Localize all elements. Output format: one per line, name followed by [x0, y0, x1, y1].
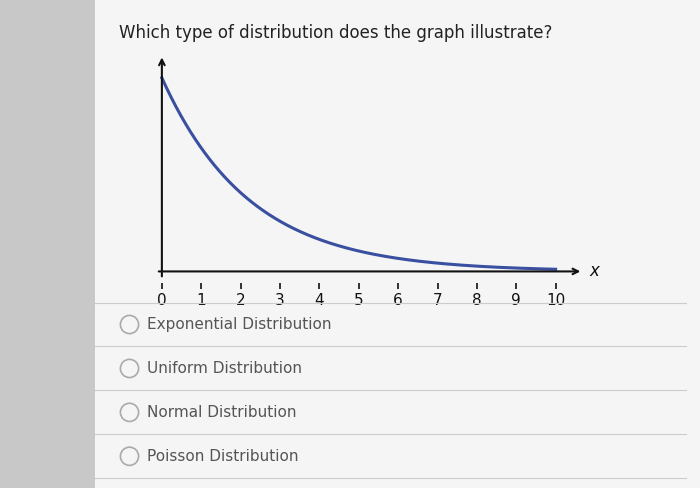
Text: Uniform Distribution: Uniform Distribution — [147, 361, 302, 376]
Text: Normal Distribution: Normal Distribution — [147, 405, 297, 420]
Text: Exponential Distribution: Exponential Distribution — [147, 317, 332, 332]
Text: Which type of distribution does the graph illustrate?: Which type of distribution does the grap… — [119, 24, 552, 42]
Text: x: x — [589, 263, 599, 281]
Text: Poisson Distribution: Poisson Distribution — [147, 449, 298, 464]
